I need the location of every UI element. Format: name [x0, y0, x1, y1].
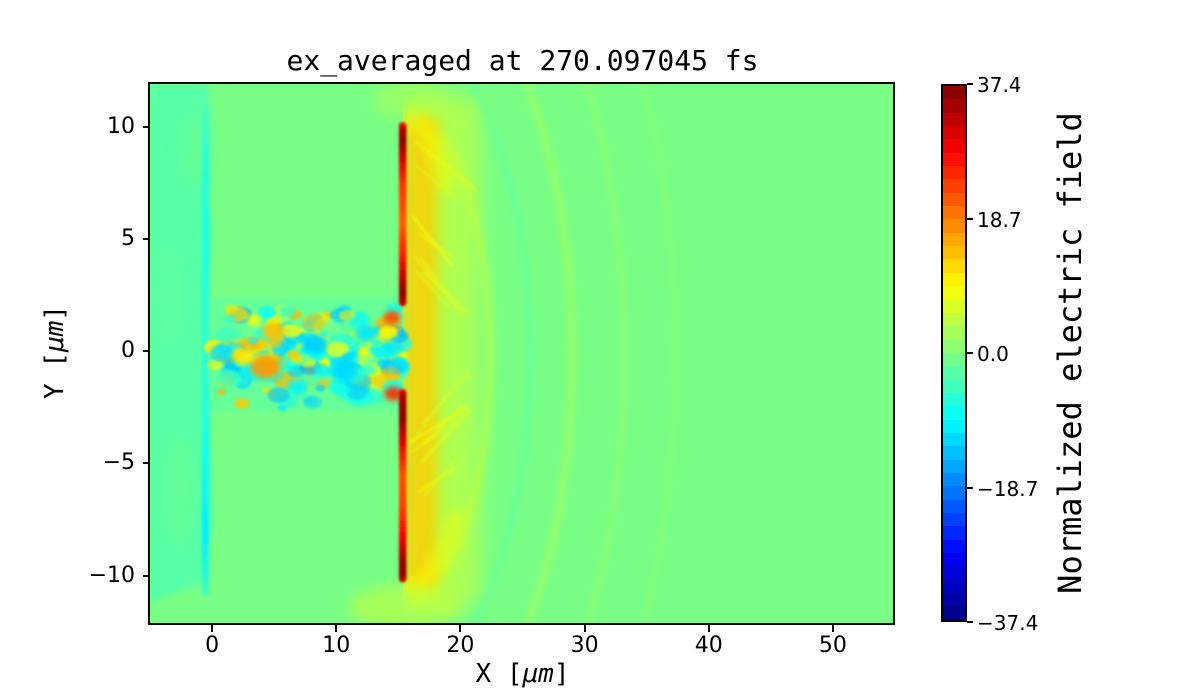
colorbar-label: Normalized electric field — [1051, 112, 1089, 594]
y-tick-mark — [143, 574, 150, 577]
x-axis-label-pre: X [ — [475, 659, 523, 689]
y-axis-label-unit: μm — [40, 320, 70, 352]
x-tick-label: 10 — [322, 633, 351, 658]
y-tick-label: −10 — [88, 562, 135, 588]
colorbar-segment — [943, 446, 965, 460]
colorbar-segment — [943, 139, 965, 153]
colorbar-segment — [943, 459, 965, 473]
colorbar-segment — [943, 86, 965, 100]
y-tick-mark — [143, 350, 150, 353]
x-axis-label: X [μm] — [150, 659, 895, 689]
colorbar-tick-label: −18.7 — [977, 476, 1039, 501]
x-tick-label: 20 — [446, 633, 475, 658]
colorbar-tick-mark — [967, 486, 973, 489]
x-tick-label: 50 — [818, 633, 847, 658]
colorbar-segment — [943, 499, 965, 513]
x-axis-label-unit: μm — [522, 659, 554, 689]
colorbar-segment — [943, 152, 965, 167]
colorbar-segment — [943, 419, 965, 433]
colorbar-tick-mark — [967, 83, 973, 85]
x-axis-label-post: ] — [553, 659, 570, 689]
colorbar-segment — [943, 579, 965, 594]
y-tick-mark — [143, 125, 150, 128]
x-tick-mark — [335, 625, 338, 632]
x-tick-mark — [459, 625, 462, 632]
y-axis-label: Y [μm] — [40, 305, 70, 399]
colorbar-segment — [943, 379, 965, 393]
x-tick-label: 0 — [205, 633, 220, 658]
colorbar-segment — [943, 259, 965, 273]
x-tick-mark — [211, 625, 214, 632]
colorbar-tick-label: −37.4 — [977, 611, 1039, 635]
y-axis-label-pre: Y [ — [40, 352, 70, 399]
colorbar-segment — [943, 299, 965, 313]
x-tick-label: 30 — [570, 633, 599, 658]
colorbar-tick-label: 0.0 — [977, 342, 1009, 366]
colorbar-segment — [943, 486, 965, 500]
x-tick-mark — [583, 625, 586, 632]
colorbar-segment — [943, 112, 965, 127]
colorbar-segment — [943, 246, 965, 260]
y-tick-mark — [143, 237, 150, 240]
colorbar-segment — [943, 99, 965, 113]
colorbar-segment — [943, 606, 965, 620]
colorbar-segment — [943, 339, 965, 353]
colorbar-segment — [943, 432, 965, 447]
y-tick-label: 0 — [121, 338, 135, 364]
x-tick-mark — [831, 625, 834, 632]
colorbar-segment — [943, 406, 965, 420]
colorbar-tick-label: 37.4 — [977, 73, 1022, 97]
colorbar-segment — [943, 206, 965, 220]
colorbar-segment — [943, 179, 965, 193]
colorbar — [941, 84, 967, 622]
colorbar-segment — [943, 566, 965, 580]
colorbar-segment — [943, 366, 965, 380]
colorbar-tick-label: 18.7 — [977, 207, 1022, 232]
colorbar-segment — [943, 539, 965, 554]
colorbar-segment — [943, 219, 965, 233]
colorbar-segment — [943, 192, 965, 207]
colorbar-segment — [943, 472, 965, 487]
heatmap-canvas — [150, 64, 895, 645]
colorbar-segment — [943, 326, 965, 340]
colorbar-segment — [943, 232, 965, 247]
colorbar-segment — [943, 126, 965, 140]
colorbar-segment — [943, 312, 965, 327]
colorbar-segment — [943, 526, 965, 540]
colorbar-segment — [943, 593, 965, 607]
y-axis-label-post: ] — [40, 305, 70, 321]
colorbar-segment — [943, 553, 965, 567]
colorbar-segment — [943, 272, 965, 287]
colorbar-tick-mark — [967, 621, 973, 623]
y-tick-label: −5 — [102, 450, 135, 476]
colorbar-segment — [943, 352, 965, 367]
colorbar-segment — [943, 166, 965, 180]
colorbar-segment — [943, 513, 965, 527]
y-tick-mark — [143, 462, 150, 465]
x-tick-label: 40 — [694, 633, 723, 658]
colorbar-tick-mark — [967, 352, 973, 354]
colorbar-segment — [943, 286, 965, 300]
chart-title: ex_averaged at 270.097045 fs — [286, 44, 759, 77]
x-tick-mark — [707, 625, 710, 632]
y-tick-label: 5 — [121, 225, 135, 251]
y-tick-label: 10 — [107, 113, 135, 139]
colorbar-tick-mark — [967, 217, 973, 220]
colorbar-segment — [943, 392, 965, 407]
